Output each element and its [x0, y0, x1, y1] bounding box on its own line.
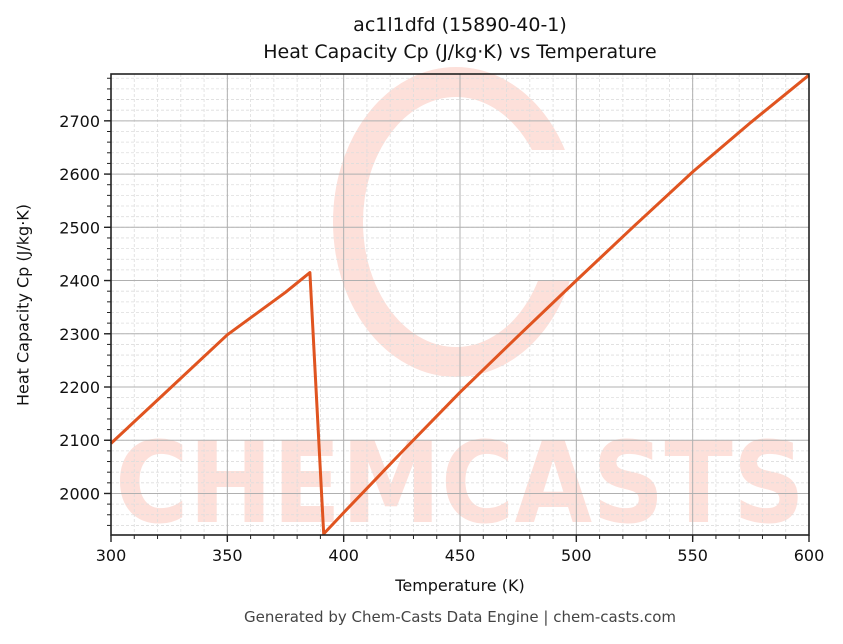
chart-subtitle: Heat Capacity Cp (J/kg·K) vs Temperature: [263, 41, 657, 63]
data-series: [109, 73, 810, 536]
x-axis-label: Temperature (K): [395, 576, 525, 595]
axes: [104, 73, 810, 542]
tick-labels: 300 350 400 450 500 550 600 2000 2100 2200 2300 240…: [59, 112, 824, 565]
x-tick-label: 300: [96, 546, 127, 565]
footer-credit: Generated by Chem-Casts Data Engine | ch…: [243, 608, 677, 626]
y-tick-label: 2300: [59, 325, 100, 344]
y-tick-label: 2200: [59, 378, 100, 397]
x-tick-label: 600: [794, 546, 825, 565]
x-tick-label: 450: [445, 546, 476, 565]
y-tick-label: 2700: [59, 112, 100, 131]
y-tick-label: 2100: [59, 431, 100, 450]
cp-line: [109, 73, 810, 536]
x-tick-label: 500: [561, 546, 592, 565]
x-tick-label: 400: [328, 546, 359, 565]
y-axis-label: Heat Capacity Cp (J/kg·K): [13, 203, 33, 407]
y-tick-label: 2600: [59, 165, 100, 184]
y-tick-label: 2400: [59, 272, 100, 291]
chart-title: ac1l1dfd (15890-40-1): [353, 14, 567, 36]
x-tick-label: 550: [677, 546, 708, 565]
y-tick-label: 2500: [59, 218, 100, 237]
y-tick-label: 2000: [59, 484, 100, 503]
x-tick-label: 350: [212, 546, 243, 565]
